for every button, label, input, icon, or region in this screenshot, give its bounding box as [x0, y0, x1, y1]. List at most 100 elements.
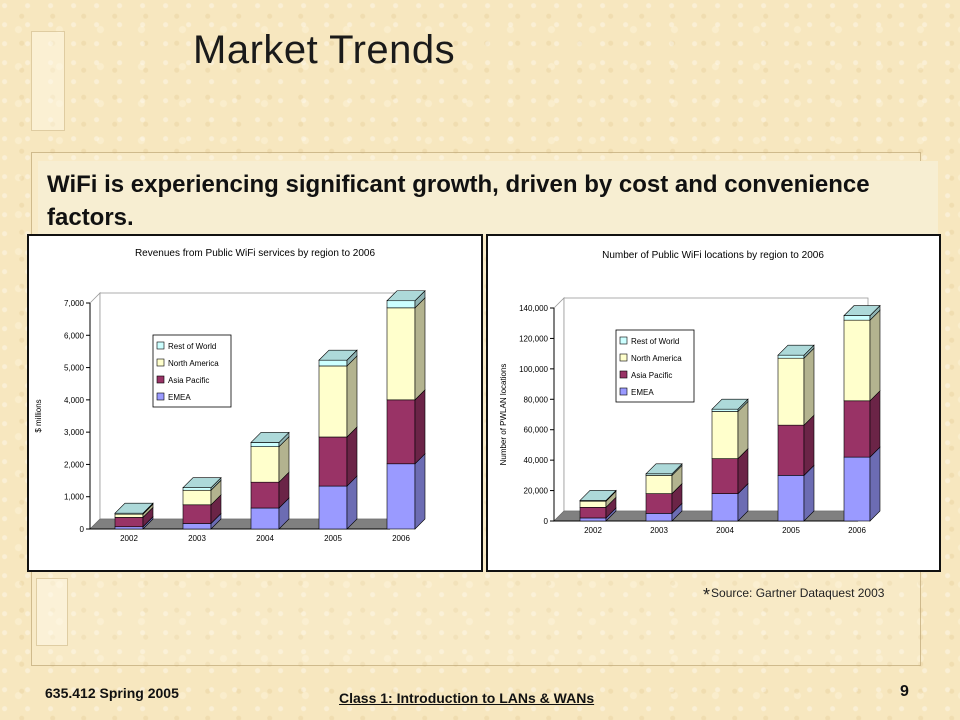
- bar-top-2006: [843, 305, 881, 316]
- bar-north-america-2004: [711, 411, 739, 459]
- y-tick-label: 5,000: [64, 364, 85, 373]
- bar-rest-of-world-2003: [182, 487, 212, 491]
- bar-rest-of-world-2006: [386, 300, 416, 309]
- chart-title: Number of Public WiFi locations by regio…: [602, 250, 824, 261]
- bar-north-america-2002: [579, 500, 607, 508]
- bar-top-2002: [579, 490, 617, 501]
- bar-rest-of-world-2004: [711, 408, 739, 412]
- bar-side-north-america-2005: [803, 347, 815, 426]
- footer-course-code: 635.412 Spring 2005: [45, 685, 179, 701]
- bar-side-north-america-2006: [869, 309, 881, 402]
- y-axis-label: Number of PWLAN locations: [499, 364, 508, 466]
- y-tick-label: 60,000: [524, 426, 549, 435]
- y-tick-label: 6,000: [64, 331, 85, 340]
- source-asterisk: *: [703, 585, 711, 605]
- y-tick-label: 4,000: [64, 396, 85, 405]
- y-tick-label: 100,000: [519, 365, 548, 374]
- bar-north-america-2003: [645, 475, 673, 494]
- bar-emea-2003: [182, 523, 212, 530]
- slide-title: Market Trends: [193, 28, 456, 72]
- legend-label: Rest of World: [631, 337, 679, 346]
- bar-rest-of-world-2004: [250, 442, 280, 447]
- bar-north-america-2006: [386, 307, 416, 401]
- bar-side-asia-pacific-2005: [803, 414, 815, 477]
- bar-north-america-2002: [114, 513, 144, 518]
- page-number: 9: [900, 683, 909, 700]
- legend-label: Rest of World: [168, 342, 216, 351]
- x-tick-label: 2004: [256, 534, 274, 543]
- bar-top-2003: [182, 477, 222, 488]
- x-tick-label: 2006: [848, 526, 866, 535]
- bar-side-emea-2006: [414, 453, 426, 530]
- bar-rest-of-world-2006: [843, 315, 871, 321]
- bar-side-north-america-2006: [414, 297, 426, 401]
- x-tick-label: 2005: [324, 534, 342, 543]
- bar-side-emea-2006: [869, 446, 881, 522]
- bar-top-2003: [645, 463, 683, 475]
- headline: WiFi is experiencing significant growth,…: [47, 171, 870, 231]
- bar-rest-of-world-2005: [777, 354, 805, 359]
- chart-side-wall: [553, 297, 565, 522]
- x-tick-label: 2002: [584, 526, 602, 535]
- chart-legend: [152, 334, 232, 408]
- bar-north-america-2004: [250, 446, 280, 483]
- legend-swatch: [619, 336, 628, 345]
- x-tick-label: 2005: [782, 526, 800, 535]
- bar-asia-pacific-2003: [645, 493, 673, 514]
- bar-top-2004: [250, 432, 290, 443]
- revenue-chart: Revenues from Public WiFi services by re…: [34, 248, 426, 543]
- legend-label: North America: [631, 354, 682, 363]
- bar-emea-2006: [843, 456, 871, 522]
- source-note: *Source: Gartner Dataquest 2003: [703, 585, 884, 606]
- y-tick-label: 1,000: [64, 493, 85, 502]
- y-tick-label: 3,000: [64, 428, 85, 437]
- bar-asia-pacific-2006: [386, 399, 416, 465]
- decorative-bar-top: [31, 31, 65, 131]
- bar-emea-2002: [579, 517, 607, 522]
- bar-emea-2002: [114, 526, 144, 530]
- bar-top-2005: [318, 349, 358, 361]
- y-tick-label: 80,000: [524, 395, 549, 404]
- source-text: Source: Gartner Dataquest 2003: [711, 586, 885, 600]
- legend-swatch: [619, 387, 628, 396]
- x-tick-label: 2002: [120, 534, 138, 543]
- bar-emea-2005: [777, 475, 805, 522]
- y-tick-label: 20,000: [524, 487, 549, 496]
- y-tick-label: 2,000: [64, 460, 85, 469]
- legend-swatch: [156, 392, 165, 401]
- y-tick-label: 0: [80, 525, 85, 534]
- bar-emea-2003: [645, 513, 673, 522]
- locations-chart: Number of Public WiFi locations by regio…: [499, 250, 881, 535]
- legend-label: Asia Pacific: [631, 371, 672, 380]
- chart-legend: [615, 329, 695, 403]
- bar-side-north-america-2005: [346, 355, 358, 438]
- bar-asia-pacific-2003: [182, 504, 212, 524]
- y-tick-label: 120,000: [519, 334, 548, 343]
- bar-asia-pacific-2002: [114, 517, 144, 528]
- y-tick-label: 40,000: [524, 456, 549, 465]
- bar-asia-pacific-2006: [843, 400, 871, 458]
- bar-asia-pacific-2002: [579, 507, 607, 519]
- bar-emea-2006: [386, 463, 416, 530]
- bar-top-2002: [114, 502, 154, 514]
- bar-asia-pacific-2004: [250, 481, 280, 509]
- legend-label: EMEA: [631, 388, 654, 397]
- footer-class-title: Class 1: Introduction to LANs & WANs: [339, 690, 595, 706]
- legend-label: Asia Pacific: [168, 376, 209, 385]
- x-tick-label: 2003: [188, 534, 206, 543]
- bar-emea-2005: [318, 485, 348, 530]
- headline-box: [38, 161, 938, 235]
- bar-top-2005: [777, 344, 815, 356]
- bar-asia-pacific-2005: [777, 424, 805, 476]
- chart-title: Revenues from Public WiFi services by re…: [135, 248, 376, 259]
- bar-side-asia-pacific-2006: [414, 389, 426, 465]
- bar-asia-pacific-2004: [711, 458, 739, 494]
- x-tick-label: 2003: [650, 526, 668, 535]
- legend-swatch: [156, 375, 165, 384]
- legend-label: North America: [168, 359, 219, 368]
- bar-north-america-2006: [843, 319, 871, 402]
- bar-side-asia-pacific-2006: [869, 390, 881, 458]
- y-tick-label: 140,000: [519, 304, 548, 313]
- legend-swatch: [619, 353, 628, 362]
- bar-rest-of-world-2005: [318, 359, 348, 367]
